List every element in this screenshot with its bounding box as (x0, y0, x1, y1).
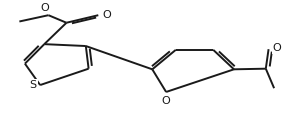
Text: O: O (162, 96, 170, 106)
Text: O: O (40, 3, 49, 13)
Text: O: O (103, 10, 111, 20)
Text: O: O (273, 43, 281, 53)
Text: S: S (30, 80, 37, 90)
